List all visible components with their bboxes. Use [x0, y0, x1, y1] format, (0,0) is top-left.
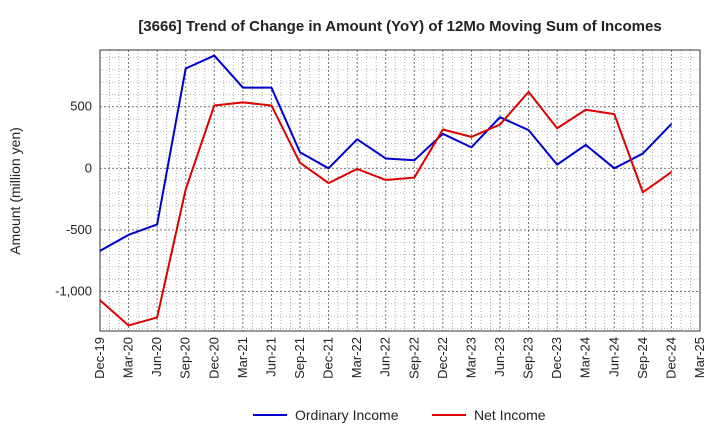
plot-area: 500 0 -500 -1,000 Dec-19 Mar-20 Jun-20 Sep-20 De…: [55, 49, 707, 379]
x-tick-label: Sep-24: [635, 337, 650, 379]
y-axis-label: Amount (million yen): [7, 127, 23, 255]
x-tick-label: Mar-22: [349, 337, 364, 378]
x-tick-label: Dec-24: [663, 337, 678, 379]
chart-title: [3666] Trend of Change in Amount (YoY) o…: [138, 18, 661, 35]
series-line-net-income: [99, 90, 673, 327]
x-tick-label: Sep-23: [521, 337, 536, 379]
x-tick-label: Dec-22: [435, 337, 450, 379]
x-tick-label: Mar-21: [235, 337, 250, 378]
legend-label-net-income: Net Income: [474, 407, 546, 423]
x-tick-label: Dec-23: [549, 337, 564, 379]
x-tick-label: Dec-20: [206, 337, 221, 379]
plot-background: [100, 50, 700, 331]
y-tick-label: -1,000: [55, 284, 92, 299]
legend-label-ordinary-income: Ordinary Income: [295, 407, 399, 423]
legend: Ordinary Income Net Income: [253, 407, 546, 423]
x-tick-label: Sep-21: [292, 337, 307, 379]
x-tick-label: Jun-24: [606, 337, 621, 377]
series-line-ordinary-income: [99, 54, 673, 252]
x-tick-label: Sep-22: [406, 337, 421, 379]
x-tick-label: Dec-21: [321, 337, 336, 379]
x-tick-label: Dec-19: [92, 337, 107, 379]
x-tick-label: Mar-23: [463, 337, 478, 378]
x-tick-label: Sep-20: [178, 337, 193, 379]
x-tick-label: Mar-25: [692, 337, 707, 378]
y-tick-label: 0: [85, 160, 92, 175]
x-tick-label: Mar-20: [121, 337, 136, 378]
plot-border: [99, 49, 701, 332]
x-tick-label: Jun-20: [149, 337, 164, 377]
x-tick-label: Jun-22: [378, 337, 393, 377]
x-tick-label: Jun-21: [263, 337, 278, 377]
y-tick-label: -500: [66, 222, 92, 237]
x-tick-label: Mar-24: [578, 337, 593, 378]
x-tick-label: Jun-23: [492, 337, 507, 377]
y-tick-label: 500: [70, 99, 92, 114]
